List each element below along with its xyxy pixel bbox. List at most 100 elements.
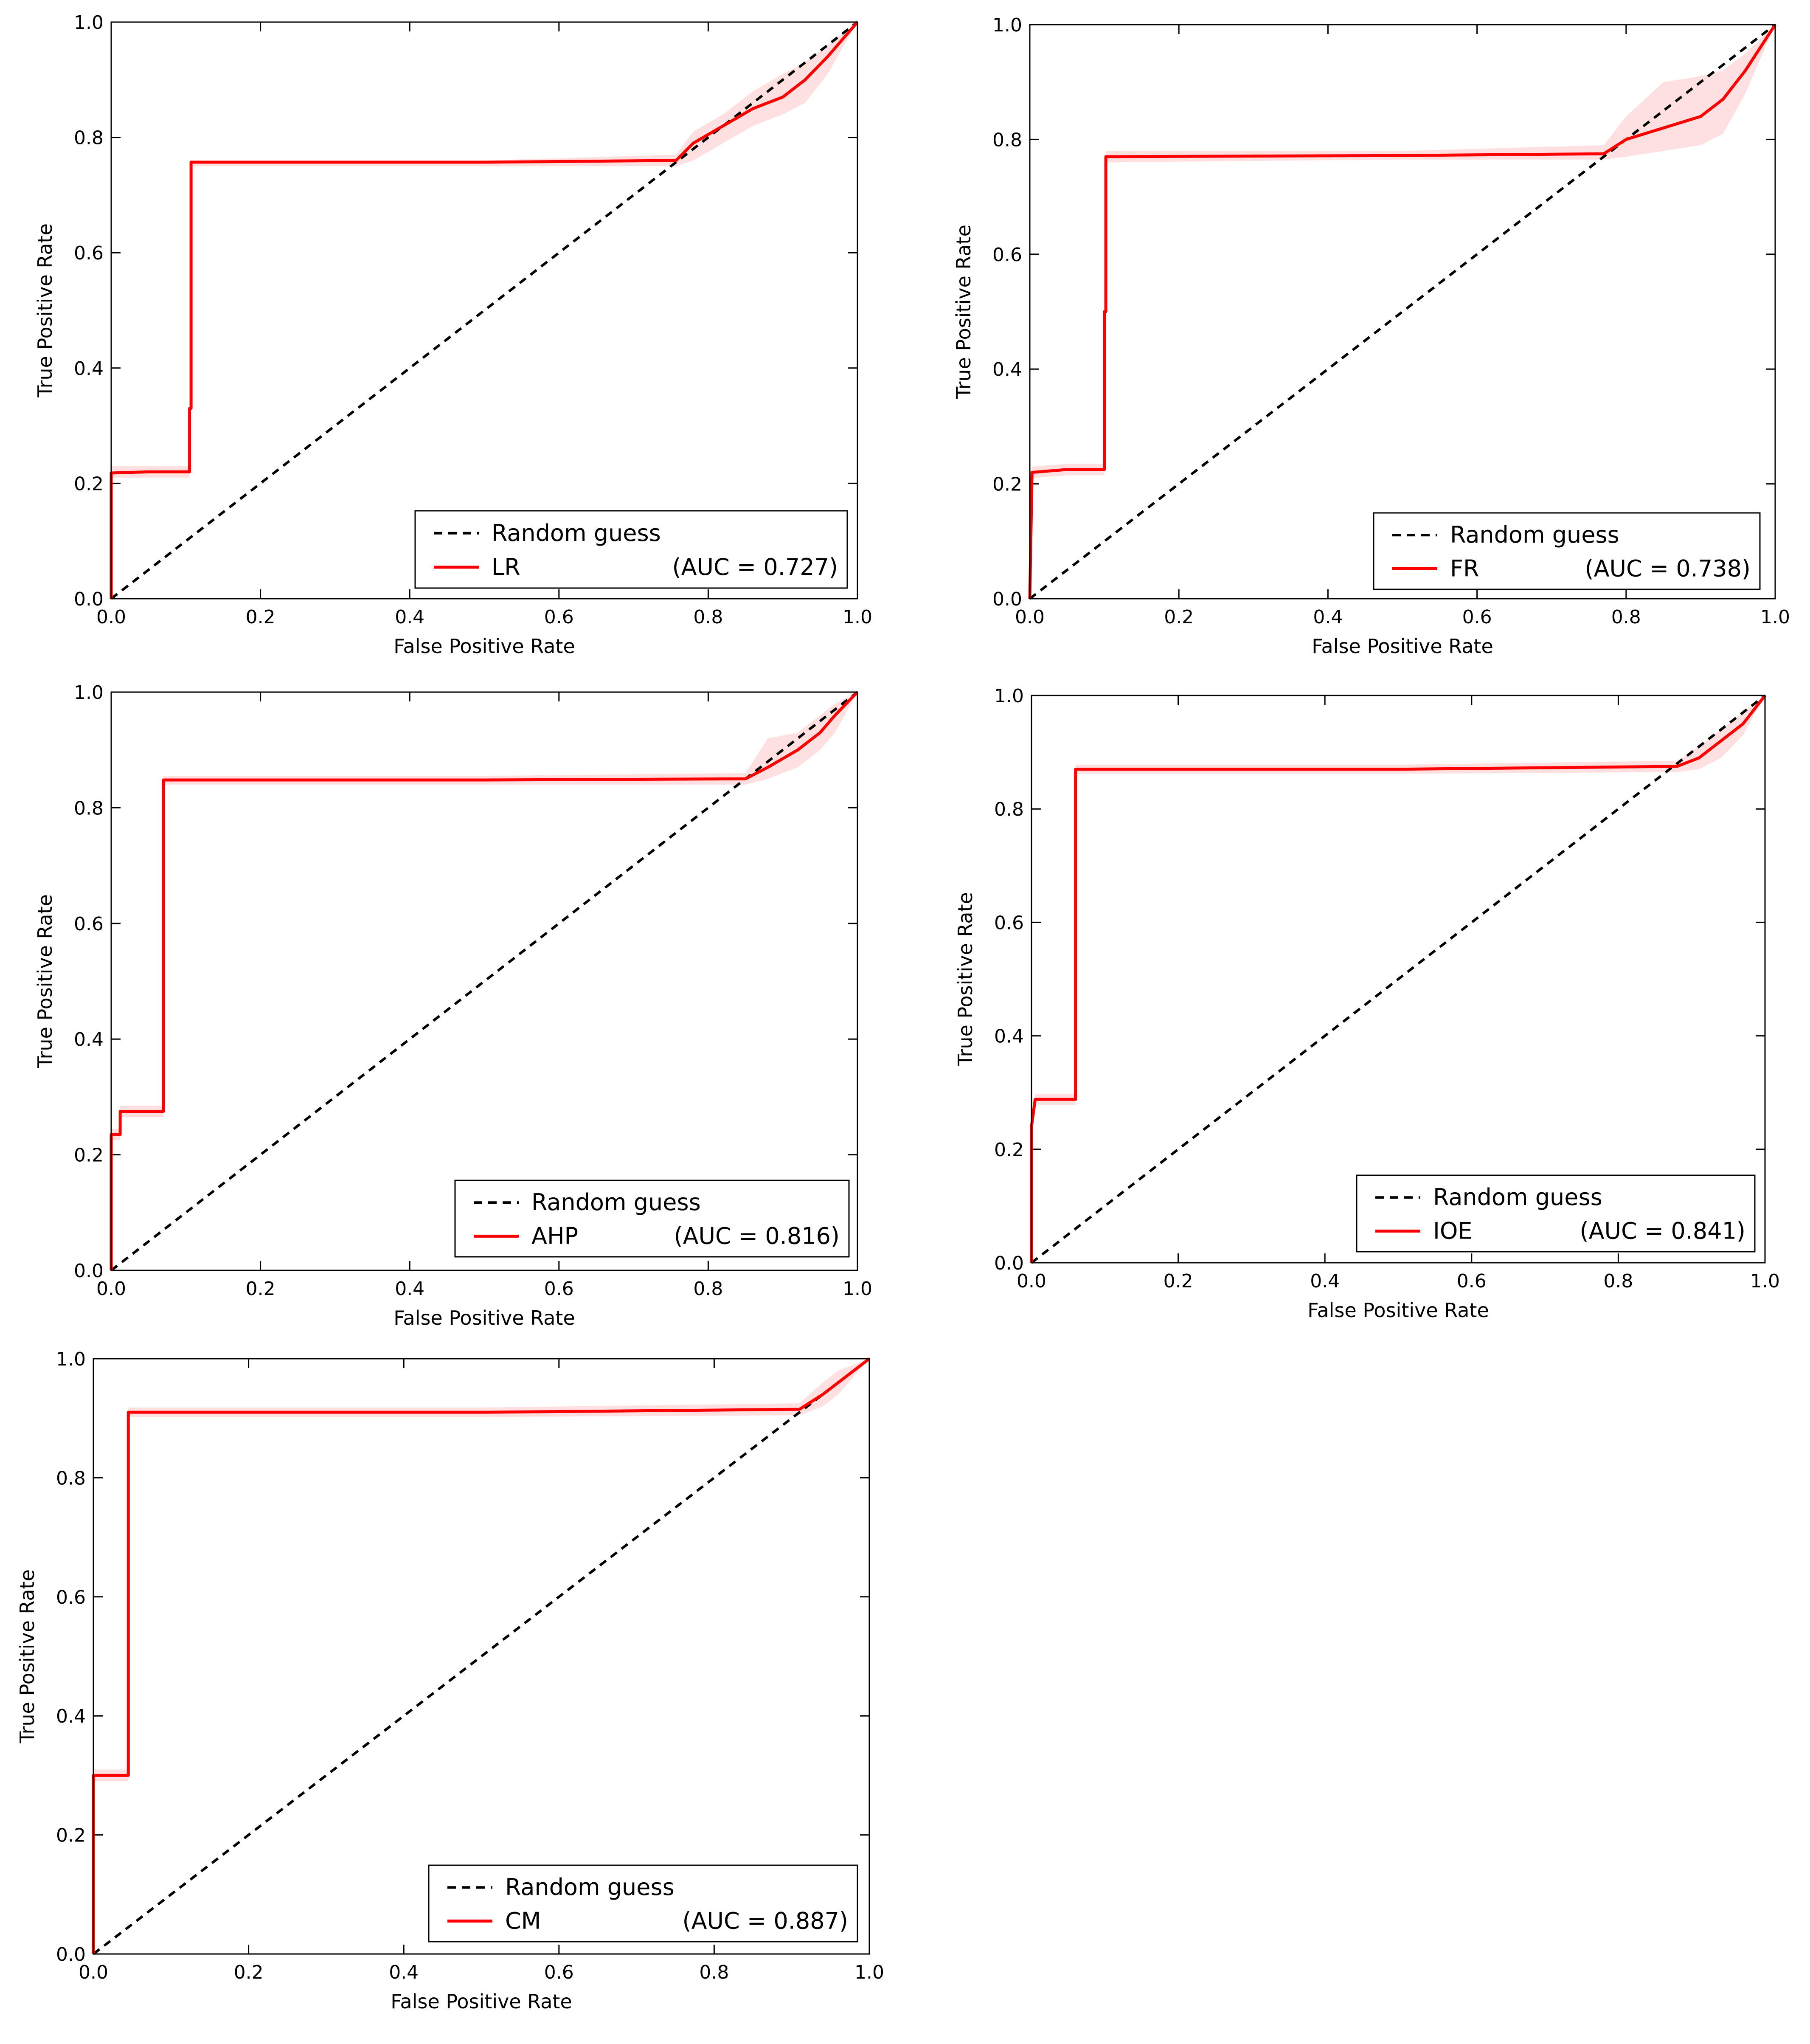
x-axis-label: False Positive Rate: [391, 1990, 572, 2013]
y-tick-label: 0.0: [994, 1253, 1024, 1274]
legend-box: [1373, 512, 1761, 590]
y-tick-label: 0.0: [74, 1260, 104, 1282]
x-tick-label: 0.2: [246, 1278, 275, 1300]
x-tick-label: 0.4: [1313, 606, 1343, 628]
roc-line-ahp: [110, 691, 859, 1270]
y-tick-label: 0.6: [992, 244, 1022, 266]
plot-frame: [93, 1358, 870, 1955]
y-tick-label: 0.8: [56, 1467, 86, 1489]
roc-panel-2: 0.0 0.2 0.4 0.6 0.8 1.0 0.0 0.2 0.4 0.6 0.8 1.0 Fals…: [952, 14, 1790, 658]
y-tick-label: 0.6: [74, 242, 104, 264]
x-axis-label: False Positive Rate: [1307, 1299, 1489, 1322]
y-tick-label: 0.8: [74, 797, 104, 819]
legend-label-random-guess: Random guess: [505, 1874, 675, 1900]
legend-auc-label: (AUC = 0.816): [674, 1222, 840, 1249]
x-tick-label: 0.0: [96, 1278, 126, 1300]
y-tick-label: 0.2: [74, 473, 104, 495]
y-tick-label: 0.8: [994, 799, 1024, 820]
y-tick-label: 0.8: [992, 129, 1022, 151]
roc-panel-3: 0.0 0.2 0.4 0.6 0.8 1.0 0.0 0.2 0.4 0.6 0.8 1.0 Fals…: [34, 682, 872, 1329]
y-tick-label: 0.6: [74, 913, 104, 935]
x-axis-label: False Positive Rate: [1312, 635, 1493, 658]
x-axis-label: False Positive Rate: [393, 635, 575, 658]
x-tick-label: 1.0: [843, 1278, 872, 1300]
plot-frame: [110, 691, 858, 1271]
y-tick-label: 1.0: [994, 685, 1024, 707]
roc-line-fr: [1028, 24, 1776, 599]
y-tick-label: 0.6: [56, 1587, 86, 1608]
y-tick-label: 1.0: [56, 1349, 86, 1370]
x-tick-label: 1.0: [1750, 1270, 1780, 1292]
x-tick-label: 0.6: [544, 1962, 574, 1983]
x-tick-label: 0.0: [1017, 1270, 1046, 1292]
y-tick-label: 0.8: [74, 127, 104, 149]
x-tick-label: 0.4: [395, 606, 424, 628]
y-tick-label: 0.6: [994, 912, 1024, 934]
legend-auc-label: (AUC = 0.727): [672, 554, 838, 580]
x-axis-label: False Positive Rate: [393, 1306, 575, 1329]
legend-box: [428, 1864, 858, 1943]
y-tick-label: 0.2: [74, 1145, 104, 1166]
y-tick-label: 1.0: [74, 682, 104, 704]
plot-frame: [110, 21, 858, 600]
x-tick-label: 0.6: [544, 1278, 574, 1300]
x-tick-label: 0.2: [1164, 1270, 1193, 1292]
legend-label-model: LR: [492, 554, 520, 580]
x-tick-label: 0.8: [693, 1278, 723, 1300]
y-tick-label: 0.4: [74, 358, 104, 380]
y-tick-label: 0.2: [994, 1139, 1024, 1161]
x-tick-label: 0.8: [699, 1962, 729, 1983]
x-tick-label: 1.0: [843, 606, 872, 628]
y-tick-label: 0.0: [56, 1944, 86, 1965]
x-tick-label: 1.0: [1760, 606, 1790, 628]
legend-auc-label: (AUC = 0.887): [683, 1907, 848, 1934]
x-tick-label: 0.2: [1164, 606, 1194, 628]
y-tick-label: 1.0: [74, 12, 104, 34]
y-tick-label: 0.4: [994, 1026, 1024, 1047]
legend: Random guess IOE (AUC = 0.841): [1356, 1174, 1756, 1253]
legend-label-random-guess: Random guess: [1450, 521, 1619, 548]
y-axis-label: True Positive Rate: [34, 223, 56, 398]
x-tick-label: 0.6: [544, 606, 574, 628]
x-tick-label: 1.0: [854, 1962, 884, 1983]
x-tick-label: 0.8: [1603, 1270, 1633, 1292]
roc-line-ioe: [1030, 694, 1766, 1263]
y-tick-label: 0.2: [992, 474, 1022, 496]
legend: Random guess LR (AUC = 0.727): [414, 510, 848, 589]
y-tick-label: 0.0: [992, 588, 1022, 610]
y-axis-label: True Positive Rate: [952, 225, 975, 399]
x-tick-label: 0.0: [1015, 606, 1045, 628]
x-tick-label: 0.2: [234, 1962, 264, 1983]
legend-label-random-guess: Random guess: [531, 1189, 701, 1216]
legend-auc-label: (AUC = 0.738): [1585, 555, 1751, 582]
y-tick-label: 0.4: [56, 1706, 86, 1727]
legend-label-random-guess: Random guess: [1433, 1184, 1602, 1211]
random-guess-line: [1029, 23, 1776, 600]
y-tick-label: 0.2: [56, 1825, 86, 1847]
legend-auc-label: (AUC = 0.841): [1580, 1217, 1745, 1244]
x-tick-label: 0.2: [246, 606, 275, 628]
x-tick-label: 0.6: [1457, 1270, 1487, 1292]
y-tick-label: 1.0: [992, 14, 1022, 36]
legend-label-model: CM: [505, 1907, 541, 1934]
y-axis-label: True Positive Rate: [34, 894, 56, 1069]
x-tick-label: 0.4: [395, 1278, 424, 1300]
roc-line-lr: [110, 21, 859, 599]
plot-frame: [1031, 695, 1766, 1264]
x-tick-label: 0.0: [79, 1962, 108, 1983]
legend-label-random-guess: Random guess: [492, 520, 661, 546]
legend-label-model: AHP: [531, 1222, 578, 1249]
x-tick-label: 0.4: [389, 1962, 419, 1983]
y-axis-label: True Positive Rate: [954, 892, 977, 1067]
legend: Random guess CM (AUC = 0.887): [428, 1864, 858, 1943]
x-tick-label: 0.4: [1310, 1270, 1340, 1292]
y-tick-label: 0.4: [74, 1029, 104, 1050]
legend-label-model: IOE: [1433, 1217, 1473, 1244]
y-tick-label: 0.4: [992, 359, 1022, 380]
roc-panel-5: 0.0 0.2 0.4 0.6 0.8 1.0 0.0 0.2 0.4 0.6 0.8 1.0 Fals…: [16, 1349, 884, 2013]
legend: Random guess FR (AUC = 0.738): [1373, 512, 1761, 590]
legend-box: [1356, 1174, 1756, 1253]
y-tick-label: 0.0: [74, 588, 104, 610]
legend-box: [454, 1180, 850, 1258]
